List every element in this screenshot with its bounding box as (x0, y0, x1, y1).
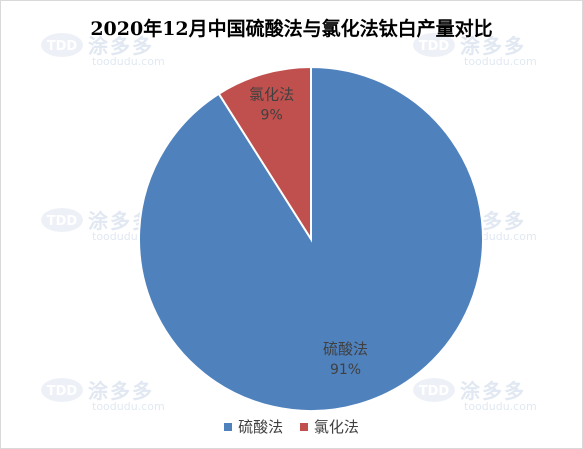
legend-swatch (224, 422, 233, 431)
legend-swatch (299, 422, 308, 431)
legend-label: 硫酸法 (238, 418, 284, 436)
pie-slice-0 (138, 65, 484, 412)
pie-slice-1 (217, 65, 312, 243)
legend-label: 氯化法 (313, 418, 359, 436)
legend-item: 氯化法 (299, 416, 359, 437)
slice-percent-label: 91% (330, 362, 361, 378)
slice-label: 硫酸法 (323, 340, 368, 358)
slice-percent-label: 9% (261, 108, 283, 124)
chart-title: 2020年12月中国硫酸法与氯化法钛白产量对比 (90, 18, 493, 40)
legend-item: 硫酸法 (224, 416, 283, 437)
legend: 硫酸法 氯化法 (0, 416, 583, 437)
slice-label: 氯化法 (249, 86, 294, 104)
